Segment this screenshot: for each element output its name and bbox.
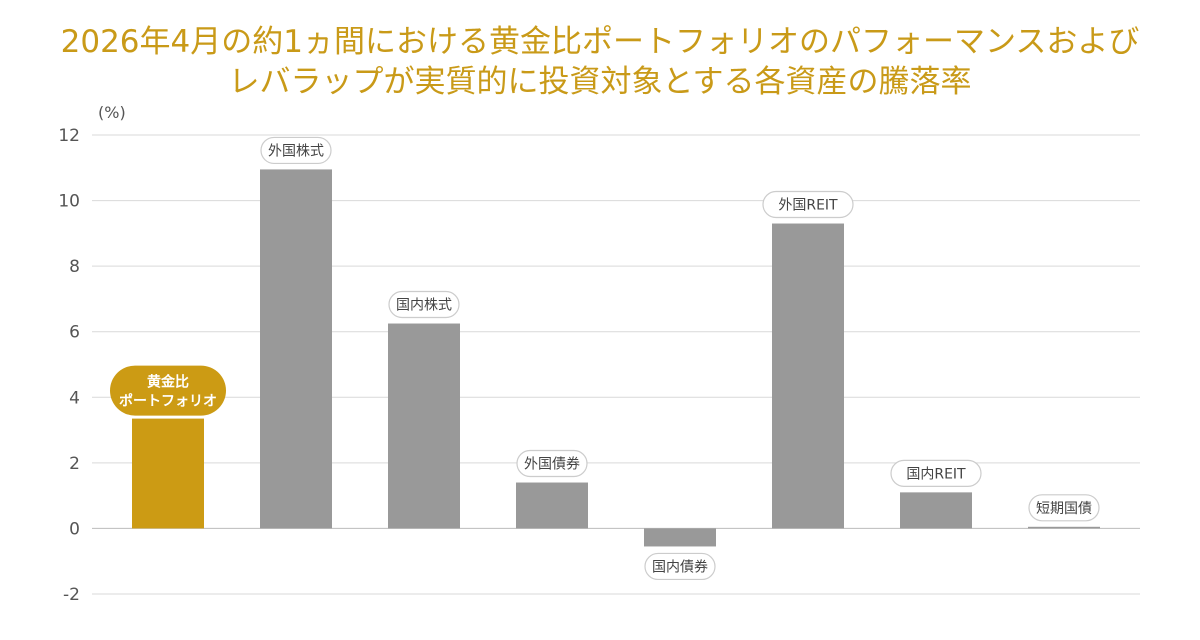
bar [260,169,332,529]
category-label-pill [1028,494,1100,522]
category-label-text: 外国債券 [524,457,580,473]
y-tick-label: 0 [69,519,80,539]
category-label-text: ポートフォリオ [119,393,217,410]
category-label-text: 黄金比 [147,374,189,391]
category-label: 外国REIT [762,190,854,219]
y-tick-label: 8 [69,257,80,277]
bar [644,528,716,547]
category-label-text: 国内債券 [652,559,708,575]
y-tick-label: 4 [69,388,80,408]
category-label: 短期国債 [1028,494,1100,522]
y-tick-label: -2 [63,585,80,605]
y-axis-ticks: 12 10 8 6 4 2 0 -2 [58,126,80,605]
bar [772,223,844,529]
category-label-text: 国内株式 [396,298,452,314]
category-label: 外国債券 [516,449,588,478]
chart-title-line-1: 2026年4月の約1ヵ間における黄金比ポートフォリオのパフォーマンスおよび [60,24,1140,60]
category-label-pill [644,552,716,581]
category-label: 国内REIT [890,459,982,487]
category-label-pill [260,136,332,165]
category-label-text: 外国株式 [268,143,324,159]
category-label: 国内株式 [388,290,460,319]
category-label-text: 国内REIT [906,466,966,482]
bar [900,492,972,529]
bar [1028,526,1100,529]
category-label-pill [110,365,226,416]
grid-lines [92,134,1140,595]
category-label: 黄金比ポートフォリオ [110,365,226,416]
y-tick-label: 12 [58,126,80,146]
category-label-text: 短期国債 [1036,501,1092,517]
category-label-text: 外国REIT [778,198,838,214]
category-label-pill [890,459,982,487]
bar [132,418,204,529]
bar [516,482,588,529]
category-label-pill [762,190,854,219]
y-tick-label: 6 [69,323,80,343]
y-axis-unit-label: (%) [98,103,126,122]
y-tick-label: 10 [58,192,80,212]
category-label-pill [388,290,460,319]
category-label: 外国株式 [260,136,332,165]
category-label-pill [516,449,588,478]
chart-title-line-2: レバラップが実質的に投資対象とする各資産の騰落率 [228,64,972,100]
y-tick-label: 2 [69,454,80,474]
category-label: 国内債券 [644,552,716,581]
bar [388,323,460,529]
bars [132,169,1100,547]
chart-title: 2026年4月の約1ヵ間における黄金比ポートフォリオのパフォーマンスおよび レバ… [40,22,1160,102]
